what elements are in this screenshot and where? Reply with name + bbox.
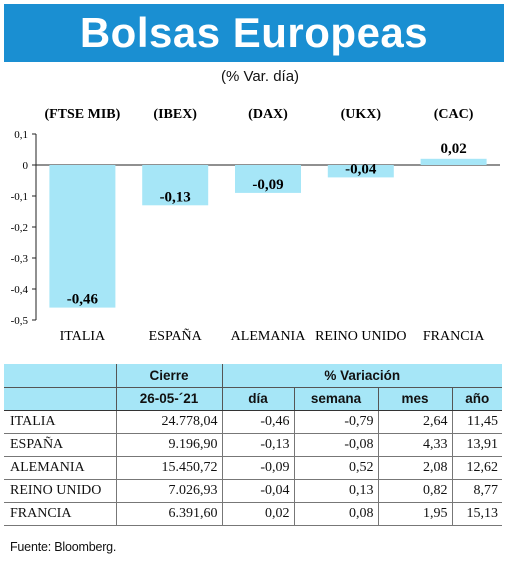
row-dia: -0,13: [221, 433, 294, 457]
row-ano: 12,62: [451, 456, 502, 480]
row-ano: 11,45: [451, 410, 502, 434]
table-header-row: Cierre % Variación: [4, 364, 502, 388]
header-ano: año: [451, 387, 502, 411]
bar-alemania: [235, 165, 301, 193]
table-corner: [4, 364, 116, 388]
row-cierre: 9.196,90: [115, 433, 222, 457]
category-label: FRANCIA: [423, 329, 485, 344]
table-row: REINO UNIDO 7.026,93 -0,04 0,13 0,82 8,7…: [4, 479, 502, 503]
value-label: -0,04: [345, 161, 377, 177]
header-dia: día: [221, 387, 294, 411]
row-name: FRANCIA: [4, 502, 116, 526]
row-semana: 0,08: [293, 502, 378, 526]
bar-españa: [142, 165, 209, 206]
row-dia: -0,09: [221, 456, 294, 480]
index-label: (CAC): [434, 107, 474, 122]
bar-italia: [49, 165, 116, 308]
header-semana: semana: [293, 387, 378, 411]
bar-francia: [420, 158, 487, 165]
y-tick-label: -0,2: [11, 222, 28, 234]
table-row: ALEMANIA 15.450,72 -0,09 0,52 2,08 12,62: [4, 456, 502, 480]
y-tick-label: -0,5: [11, 315, 29, 327]
y-tick-label: -0,3: [11, 253, 29, 265]
row-cierre: 7.026,93: [115, 479, 222, 503]
table-corner-2: [4, 387, 116, 411]
row-semana: 0,52: [293, 456, 378, 480]
table-row: ESPAÑA 9.196,90 -0,13 -0,08 4,33 13,91: [4, 433, 502, 457]
table-row: ITALIA 24.778,04 -0,46 -0,79 2,64 11,45: [4, 410, 502, 434]
row-cierre: 24.778,04: [115, 410, 222, 434]
stock-table: Cierre % Variación 26-05-´21 día semana …: [4, 364, 502, 526]
y-tick-label: -0,4: [11, 284, 29, 296]
row-name: ALEMANIA: [4, 456, 116, 480]
row-name: ESPAÑA: [4, 433, 116, 457]
y-tick-label: 0,1: [14, 129, 28, 141]
y-tick-label: 0: [23, 160, 29, 172]
row-mes: 2,08: [377, 456, 452, 480]
row-semana: -0,08: [293, 433, 378, 457]
value-label: 0,02: [440, 141, 466, 157]
header-cierre: Cierre: [115, 364, 222, 388]
row-ano: 8,77: [451, 479, 502, 503]
category-label: ESPAÑA: [149, 328, 203, 344]
source-note: Fuente: Bloomberg.: [10, 540, 117, 554]
row-semana: -0,79: [293, 410, 378, 434]
index-label: (DAX): [248, 107, 288, 122]
value-label: -0,46: [67, 292, 99, 308]
row-ano: 13,91: [451, 433, 502, 457]
row-name: ITALIA: [4, 410, 116, 434]
y-tick-label: -0,1: [11, 191, 28, 203]
row-mes: 2,64: [377, 410, 452, 434]
index-label: (UKX): [341, 107, 382, 122]
header-mes: mes: [377, 387, 452, 411]
index-label: (IBEX): [153, 107, 197, 122]
value-label: -0,09: [252, 177, 283, 193]
row-mes: 1,95: [377, 502, 452, 526]
category-label: REINO UNIDO: [315, 329, 406, 344]
table-subheader-row: 26-05-´21 día semana mes año: [4, 387, 502, 411]
row-name: REINO UNIDO: [4, 479, 116, 503]
row-ano: 15,13: [451, 502, 502, 526]
table-row: FRANCIA 6.391,60 0,02 0,08 1,95 15,13: [4, 502, 502, 526]
row-cierre: 6.391,60: [115, 502, 222, 526]
category-label: ALEMANIA: [231, 329, 307, 344]
value-label: -0,13: [160, 189, 191, 205]
row-mes: 4,33: [377, 433, 452, 457]
row-dia: -0,04: [221, 479, 294, 503]
header-variacion: % Variación: [221, 364, 502, 388]
chart-subtitle: (% Var. día): [220, 68, 300, 85]
bar-chart: 0,1 0 -0,1 -0,2 -0,3 -0,4 -0,5 -0,46 (FTSE MIB) I…: [11, 107, 500, 344]
row-dia: 0,02: [221, 502, 294, 526]
bar-reino-unido: [327, 165, 394, 178]
page-title: Bolsas Europeas: [4, 4, 504, 62]
row-mes: 0,82: [377, 479, 452, 503]
row-dia: -0,46: [221, 410, 294, 434]
index-label: (FTSE MIB): [44, 107, 120, 122]
row-cierre: 15.450,72: [115, 456, 222, 480]
header-date: 26-05-´21: [115, 387, 222, 411]
row-semana: 0,13: [293, 479, 378, 503]
category-label: ITALIA: [60, 329, 106, 344]
